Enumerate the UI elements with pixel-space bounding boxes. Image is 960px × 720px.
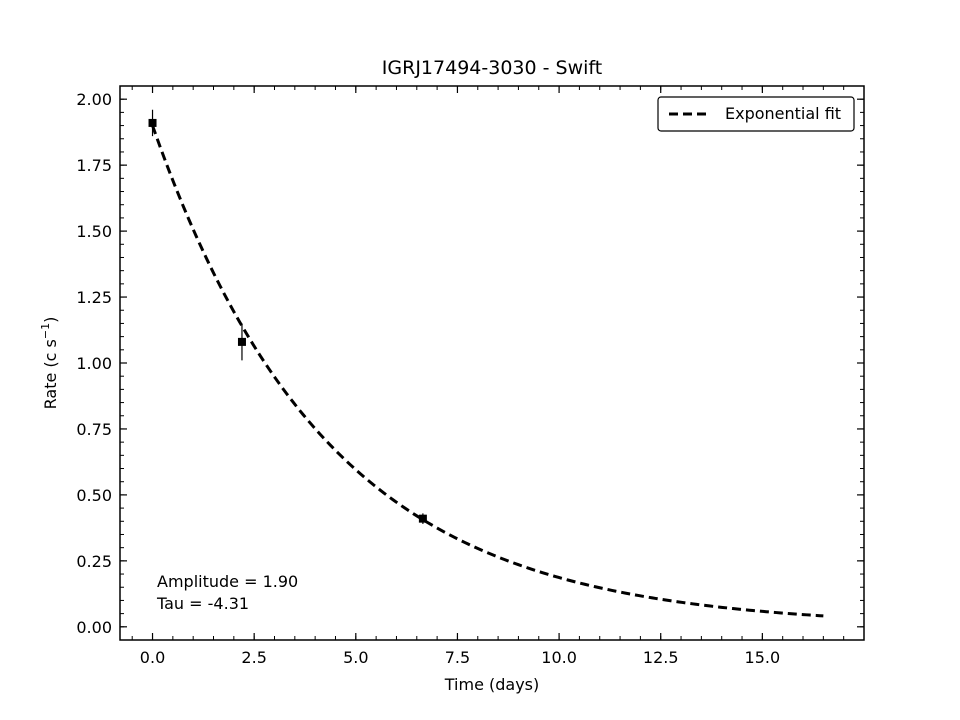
legend: Exponential fit [657,96,855,132]
y-tick-label: 0.00 [76,618,112,637]
fit-line [151,125,824,618]
y-tick-label: 2.00 [76,90,112,109]
data-point [148,118,157,127]
tick-labels: 0.0 2.5 5.0 7.5 10.0 12.5 15.0 0.00 0.25 0.50 0.75… [76,90,780,667]
x-tick-label: 10.0 [541,648,577,667]
annotation-tau: Tau = -4.31 [156,594,249,613]
plot-frame [119,85,865,641]
y-tick-label: 1.75 [76,156,112,175]
y-tick-label: 1.00 [76,354,112,373]
x-axis-label: Time (days) [444,675,540,694]
y-tick-label: 1.50 [76,222,112,241]
y-tick-label: 0.75 [76,420,112,439]
major-ticks [120,86,864,640]
x-tick-label: 5.0 [343,648,368,667]
y-axis-label-close: ) [41,317,60,323]
chart-title: IGRJ17494-3030 - Swift [382,57,602,79]
x-tick-label: 12.5 [643,648,679,667]
x-tick-label: 0.0 [140,648,165,667]
data-points [148,109,427,524]
y-tick-label: 0.50 [76,486,112,505]
legend-label: Exponential fit [725,104,841,123]
y-axis-label: Rate (c s−1) [39,317,60,410]
x-tick-label: 2.5 [241,648,266,667]
y-tick-label: 0.25 [76,552,112,571]
x-tick-label: 7.5 [445,648,470,667]
annotation-amplitude: Amplitude = 1.90 [157,572,298,591]
y-axis-label-sup: −1 [39,323,52,339]
data-point [418,514,427,523]
minor-ticks [120,85,865,641]
x-tick-label: 15.0 [745,648,781,667]
y-axis-label-main: Rate (c s [41,339,60,409]
data-point [237,337,246,346]
y-tick-label: 1.25 [76,288,112,307]
legend-box [657,96,855,132]
